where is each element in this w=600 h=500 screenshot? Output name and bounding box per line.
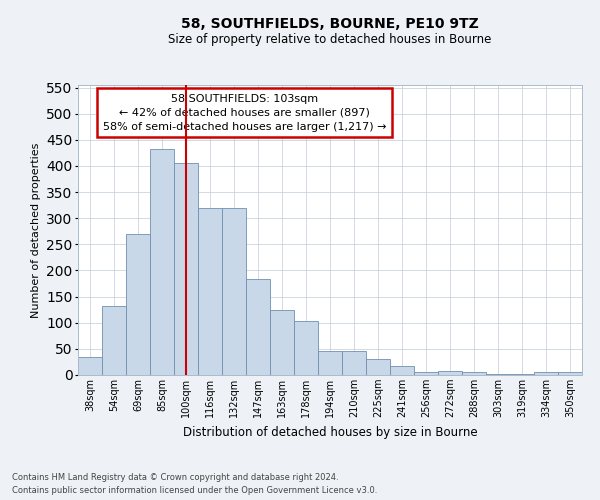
Bar [510,374,534,375]
Text: 58 SOUTHFIELDS: 103sqm
← 42% of detached houses are smaller (897)
58% of semi-de: 58 SOUTHFIELDS: 103sqm ← 42% of detached… [103,94,386,132]
Bar [318,352,342,375]
Bar [462,372,486,375]
Text: Contains public sector information licensed under the Open Government Licence v3: Contains public sector information licen… [12,486,377,495]
Text: Size of property relative to detached houses in Bourne: Size of property relative to detached ho… [169,32,491,46]
Text: Contains HM Land Registry data © Crown copyright and database right 2024.: Contains HM Land Registry data © Crown c… [12,474,338,482]
Bar [414,372,438,375]
Bar [246,280,270,375]
Bar [486,374,510,375]
Bar [102,306,126,375]
Bar [390,366,414,375]
Bar [222,208,246,375]
Bar [78,356,102,375]
Y-axis label: Number of detached properties: Number of detached properties [31,142,41,318]
Bar [270,310,294,375]
Bar [198,208,222,375]
Bar [294,321,318,375]
Bar [126,234,150,375]
Bar [534,372,558,375]
Bar [150,148,174,375]
Bar [366,360,390,375]
Bar [342,352,366,375]
Text: 58, SOUTHFIELDS, BOURNE, PE10 9TZ: 58, SOUTHFIELDS, BOURNE, PE10 9TZ [181,18,479,32]
Bar [558,372,582,375]
Bar [438,371,462,375]
X-axis label: Distribution of detached houses by size in Bourne: Distribution of detached houses by size … [182,426,478,438]
Bar [174,164,198,375]
